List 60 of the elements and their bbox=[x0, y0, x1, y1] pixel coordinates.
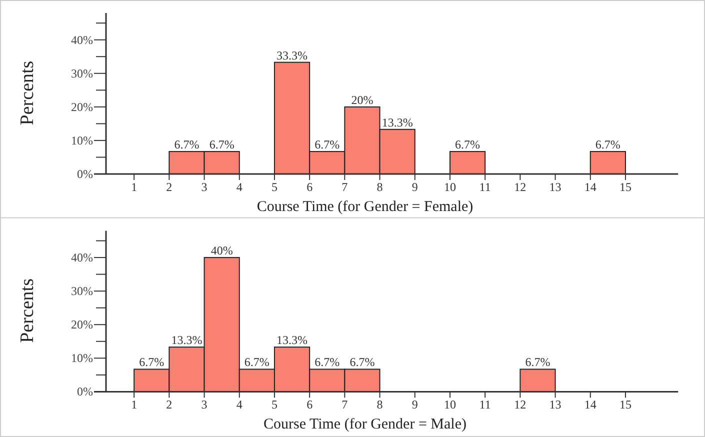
x-axis-title: Course Time (for Gender = Female) bbox=[256, 199, 474, 215]
data-label: 13.3% bbox=[382, 115, 413, 130]
y-tick-label: 0% bbox=[77, 167, 93, 181]
data-label: 6.7% bbox=[314, 355, 340, 370]
x-tick-label: 12 bbox=[514, 180, 526, 194]
x-tick-label: 15 bbox=[619, 180, 632, 194]
data-label: 6.7% bbox=[455, 138, 480, 152]
x-axis-title: Course Time (for Gender = Male) bbox=[263, 416, 467, 433]
y-tick-label: 0% bbox=[77, 384, 93, 399]
data-label: 6.7% bbox=[244, 355, 270, 370]
data-label: 13.3% bbox=[276, 333, 308, 348]
y-tick-label: 40% bbox=[71, 32, 93, 47]
data-label: 6.7% bbox=[350, 355, 375, 370]
y-tick-label: 30% bbox=[71, 284, 93, 298]
x-tick-label: 13 bbox=[549, 180, 562, 194]
y-axis-title: Percents bbox=[17, 278, 38, 343]
x-tick-label: 5 bbox=[271, 398, 278, 412]
x-tick-label: 3 bbox=[201, 398, 208, 412]
y-tick-label: 40% bbox=[71, 250, 93, 265]
data-label: 6.7% bbox=[174, 138, 200, 152]
x-tick-label: 4 bbox=[236, 398, 242, 412]
x-tick-label: 14 bbox=[584, 180, 596, 194]
data-label: 40% bbox=[210, 244, 233, 258]
data-label: 6.7% bbox=[314, 138, 340, 152]
x-tick-label: 12 bbox=[514, 398, 526, 412]
data-label: 6.7% bbox=[209, 138, 234, 152]
x-tick-label: 13 bbox=[549, 398, 562, 412]
x-tick-label: 11 bbox=[479, 398, 491, 412]
x-tick-label: 7 bbox=[342, 180, 348, 194]
x-tick-label: 15 bbox=[619, 398, 632, 412]
x-tick-label: 14 bbox=[584, 398, 596, 412]
x-tick-label: 6 bbox=[306, 398, 313, 412]
data-label: 33.3% bbox=[276, 48, 308, 62]
data-label: 6.7% bbox=[525, 355, 550, 370]
data-label: 6.7% bbox=[595, 138, 620, 152]
x-tick-label: 11 bbox=[479, 180, 491, 194]
data-label: 13.3% bbox=[171, 333, 202, 348]
x-tick-label: 10 bbox=[444, 398, 456, 412]
y-axis-title: Percents bbox=[17, 60, 38, 126]
x-tick-label: 10 bbox=[444, 180, 456, 194]
x-tick-label: 2 bbox=[166, 398, 172, 412]
y-tick-label: 30% bbox=[71, 66, 93, 80]
y-tick-label: 20% bbox=[71, 100, 93, 114]
x-tick-label: 2 bbox=[166, 180, 172, 194]
x-tick-label: 4 bbox=[236, 180, 242, 194]
x-tick-label: 6 bbox=[306, 180, 313, 194]
x-tick-label: 8 bbox=[376, 398, 383, 412]
x-tick-label: 9 bbox=[412, 180, 418, 194]
y-tick-label: 10% bbox=[71, 133, 93, 148]
x-tick-label: 5 bbox=[271, 180, 278, 194]
data-label: 20% bbox=[351, 92, 374, 107]
y-tick-label: 20% bbox=[71, 318, 93, 332]
x-tick-label: 3 bbox=[201, 180, 208, 194]
x-tick-label: 1 bbox=[131, 180, 138, 194]
x-tick-label: 7 bbox=[342, 398, 348, 412]
data-label: 6.7% bbox=[139, 355, 164, 370]
y-tick-label: 10% bbox=[71, 351, 93, 366]
x-tick-label: 9 bbox=[412, 398, 418, 412]
x-tick-label: 8 bbox=[376, 180, 383, 194]
x-tick-label: 1 bbox=[131, 398, 138, 412]
